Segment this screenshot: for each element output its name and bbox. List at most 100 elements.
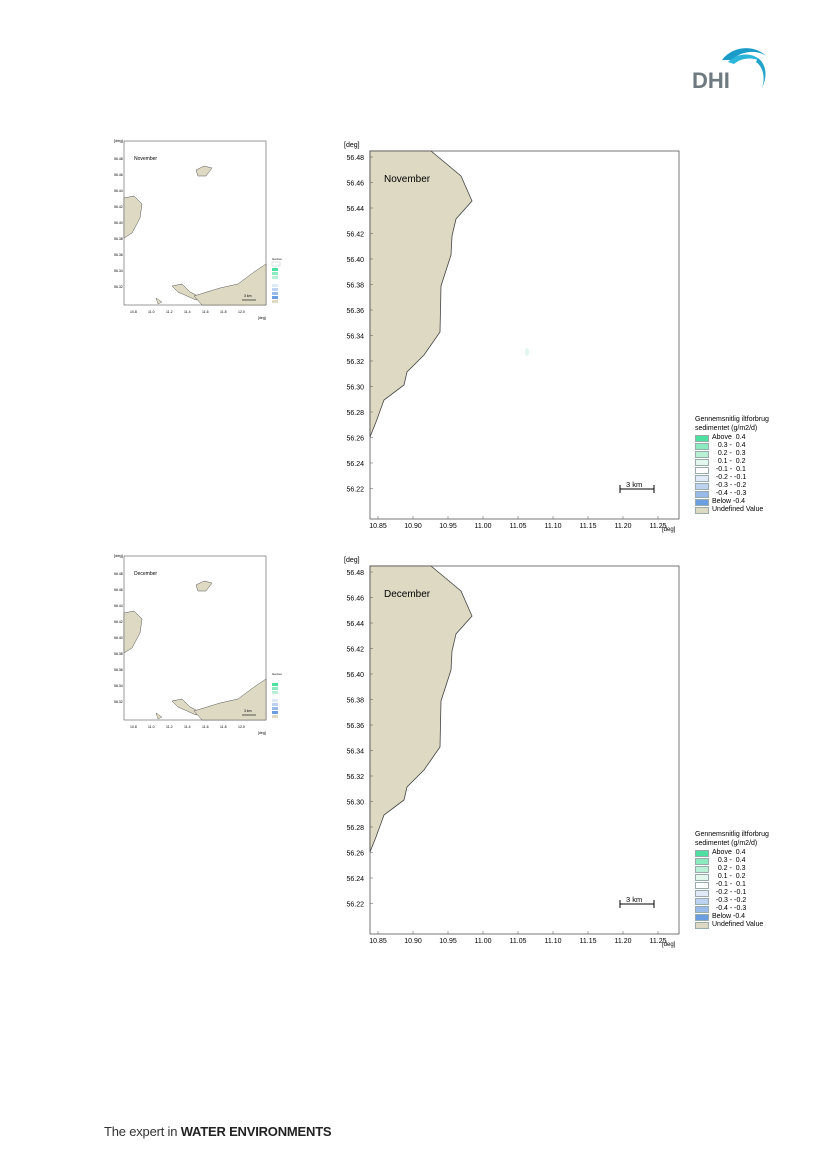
legend-swatch — [695, 881, 709, 889]
y-tick-label: 56.34 — [346, 334, 364, 341]
x-axis-unit: [deg] — [662, 942, 676, 948]
legend-item: 0.1 - 0.2 — [695, 873, 769, 881]
y-tick-labels: 56.48 56.46 56.44 56.42 56.40 56.38 56.36 56.34… — [346, 155, 373, 494]
svg-text:56.38: 56.38 — [114, 237, 123, 241]
svg-text:56.34: 56.34 — [114, 269, 123, 273]
svg-text:11.8: 11.8 — [220, 725, 227, 729]
legend-swatch — [695, 474, 709, 482]
legend-item: Above 0.4 — [695, 849, 769, 857]
x-tick-label: 11.00 — [475, 938, 492, 945]
svg-text:56.48: 56.48 — [114, 157, 123, 161]
svg-text:56.46: 56.46 — [114, 588, 123, 592]
footer-prefix: The expert in — [104, 1124, 181, 1139]
legend-label: 0.3 - 0.4 — [712, 857, 746, 864]
svg-text:11.6: 11.6 — [202, 725, 209, 729]
svg-text:11.6: 11.6 — [202, 310, 209, 314]
x-tick-label: 10.95 — [439, 938, 457, 945]
legend-item: -0.4 - -0.3 — [695, 490, 769, 498]
legend-swatch — [695, 498, 709, 506]
legend-swatch — [695, 905, 709, 913]
svg-text:56.38: 56.38 — [114, 652, 123, 656]
x-tick-label: 10.85 — [369, 523, 387, 530]
legend-item: 0.2 - 0.3 — [695, 865, 769, 873]
legend-label: -0.2 - -0.1 — [712, 889, 747, 896]
svg-text:[deg]: [deg] — [114, 553, 123, 558]
y-tick-labels: 56.48 56.46 56.44 56.42 56.40 56.38 56.36 56.34… — [346, 570, 373, 909]
y-tick-label: 56.40 — [346, 257, 364, 264]
dhi-logo: DHI — [688, 44, 774, 94]
overview-thumbnail-december: December [deg] 3 km 56.48 56.46 56.44 56.4… — [112, 553, 304, 753]
x-tick-label: 11.05 — [510, 523, 527, 530]
legend-swatch — [695, 482, 709, 490]
legend-swatch — [695, 466, 709, 474]
legend-subtitle: sedimentet (g/m2/d) — [695, 840, 758, 847]
legend-label: -0.2 - -0.1 — [712, 474, 747, 481]
y-tick-label: 56.40 — [346, 672, 364, 679]
logo-text: DHI — [692, 68, 730, 93]
y-tick-label: 56.30 — [346, 385, 364, 392]
main-map-december: [deg] December 56.48 56.46 56.44 56.42 56.40… — [330, 553, 710, 963]
svg-text:56.48: 56.48 — [114, 572, 123, 576]
legend-item: -0.2 - -0.1 — [695, 889, 769, 897]
svg-text:12.0: 12.0 — [238, 725, 245, 729]
y-tick-label: 56.22 — [346, 487, 364, 494]
svg-text:11.8: 11.8 — [220, 310, 227, 314]
svg-text:11.2: 11.2 — [166, 310, 173, 314]
svg-text:56.44: 56.44 — [114, 604, 123, 608]
legend-label: 0.3 - 0.4 — [712, 442, 746, 449]
overview-thumbnail-november: November [deg] 3 km 56.48 56.46 56.44 56.4… — [112, 138, 304, 338]
legend-swatch — [695, 857, 709, 865]
legend-swatch — [695, 490, 709, 498]
legend-item: 0.3 - 0.4 — [695, 442, 769, 450]
svg-text:56.40: 56.40 — [114, 636, 123, 640]
x-tick-label: 10.90 — [404, 938, 422, 945]
legend-swatch — [695, 921, 709, 929]
legend-label: 0.1 - 0.2 — [712, 873, 746, 880]
legend-label: -0.4 - -0.3 — [712, 905, 747, 912]
y-tick-label: 56.48 — [346, 155, 364, 162]
legend-item: Undefined Value — [695, 921, 769, 929]
svg-text:56.42: 56.42 — [114, 205, 123, 209]
legend-item: Undefined Value — [695, 506, 769, 514]
legend-swatch — [695, 506, 709, 514]
x-tick-label: 11.10 — [545, 523, 562, 530]
svg-text:11.0: 11.0 — [148, 725, 155, 729]
legend-label: 0.2 - 0.3 — [712, 450, 746, 457]
legend-label: 0.2 - 0.3 — [712, 865, 746, 872]
y-tick-label: 56.24 — [346, 876, 364, 883]
svg-text:12.0: 12.0 — [238, 310, 245, 314]
legend-swatch — [695, 889, 709, 897]
legend-december: Gennemsnitlig iltforbrug sedimentet (g/m… — [695, 831, 769, 929]
x-tick-labels: 10.85 10.90 10.95 11.00 11.05 11.10 11.15 11.20… — [369, 516, 667, 530]
svg-text:3 km: 3 km — [244, 294, 252, 298]
y-tick-label: 56.42 — [346, 232, 364, 239]
legend-item: Below -0.4 — [695, 913, 769, 921]
legend-swatch — [695, 458, 709, 466]
legend-item: -0.3 - -0.2 — [695, 482, 769, 490]
coastline-land — [369, 565, 473, 853]
legend-label: Below -0.4 — [712, 498, 746, 505]
main-map-november: [deg] November 56.48 56.46 56.44 56.42 56.40… — [330, 138, 710, 548]
y-tick-label: 56.30 — [346, 800, 364, 807]
svg-text:Gennemsnitlig iltforbrug: Gennemsnitlig iltforbrug — [272, 672, 282, 676]
scale-bar-label: 3 km — [626, 895, 642, 904]
scale-bar-label: 3 km — [626, 480, 642, 489]
legend-title: Gennemsnitlig iltforbrug — [695, 831, 769, 838]
x-tick-label: 11.20 — [615, 523, 632, 530]
x-tick-labels: 10.85 10.90 10.95 11.00 11.05 11.10 11.15 11.20… — [369, 931, 667, 945]
svg-text:56.36: 56.36 — [114, 668, 123, 672]
svg-text:56.42: 56.42 — [114, 620, 123, 624]
y-axis-unit: [deg] — [344, 557, 360, 564]
legend-label: 0.1 - 0.2 — [712, 458, 746, 465]
y-tick-label: 56.36 — [346, 308, 364, 315]
x-tick-label: 10.95 — [439, 523, 457, 530]
legend-subtitle: sedimentet (g/m2/d) — [695, 425, 758, 432]
footer-bold: WATER ENVIRONMENTS — [180, 1124, 332, 1139]
y-tick-label: 56.34 — [346, 749, 364, 756]
legend-swatch — [695, 865, 709, 873]
svg-text:10.8: 10.8 — [130, 310, 137, 314]
y-tick-label: 56.28 — [346, 825, 364, 832]
x-tick-label: 11.15 — [580, 938, 597, 945]
y-tick-label: 56.32 — [346, 774, 364, 781]
map-month-label: November — [384, 174, 431, 185]
